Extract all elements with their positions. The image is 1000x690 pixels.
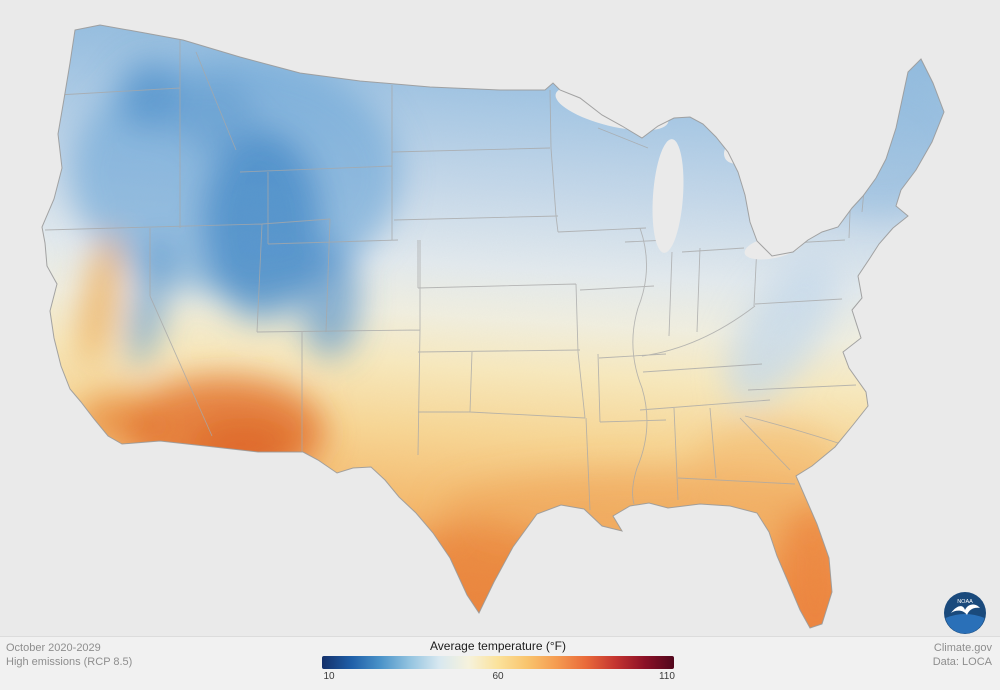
footer-bar: October 2020-2029 High emissions (RCP 8.… <box>0 636 1000 690</box>
tick-mid: 60 <box>492 671 504 682</box>
credit-data-label: Data: LOCA <box>932 656 992 668</box>
tick-max: 110 <box>658 671 675 682</box>
footer-right-info: Climate.gov Data: LOCA <box>933 641 992 669</box>
tick-min: 10 <box>323 671 335 682</box>
temperature-legend: Average temperature (°F) 10 60 110 <box>322 639 675 682</box>
credit-site-label: Climate.gov <box>933 642 992 654</box>
time-period-label: October 2020-2029 <box>6 642 101 654</box>
lake-michigan <box>652 139 684 253</box>
lake-ontario <box>797 211 843 229</box>
lake-huron <box>723 127 773 165</box>
noaa-lower-sphere <box>945 614 985 634</box>
footer-left-info: October 2020-2029 High emissions (RCP 8.… <box>6 641 132 669</box>
scenario-label: High emissions (RCP 8.5) <box>6 656 133 668</box>
lake-superior <box>555 85 669 131</box>
great-lakes <box>555 85 843 260</box>
noaa-logo: NOAA <box>944 592 986 634</box>
us-temperature-map <box>41 24 945 629</box>
colorbar-gradient <box>322 656 674 669</box>
colorbar-ticks: 10 60 110 <box>322 669 674 682</box>
noaa-gull-icon <box>951 604 980 615</box>
us-outline <box>41 24 945 629</box>
legend-title: Average temperature (°F) <box>430 639 566 653</box>
noaa-logo-text: NOAA <box>957 599 973 605</box>
